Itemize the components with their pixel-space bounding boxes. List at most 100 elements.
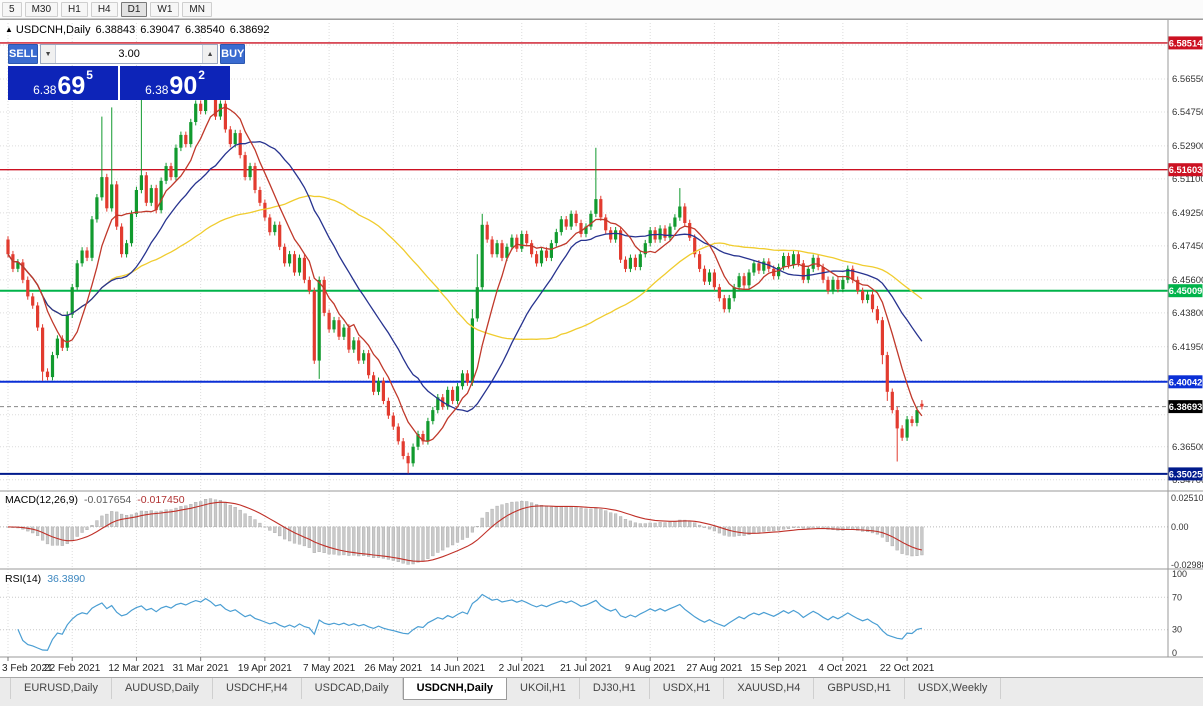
- candle-body: [139, 175, 143, 190]
- rsi-panel: [0, 593, 1168, 651]
- macd-histogram-bar: [757, 526, 761, 533]
- tab-usdcnh-daily[interactable]: USDCNH,Daily: [402, 678, 508, 700]
- timeframe-m5[interactable]: 5: [2, 1, 22, 17]
- candle-body: [806, 268, 810, 280]
- macd-histogram-bar: [179, 506, 183, 528]
- macd-histogram-bar: [638, 523, 642, 528]
- price-tick: 6.49250: [1172, 208, 1203, 219]
- macd-value-signal: -0.017450: [137, 494, 185, 506]
- candle-body: [352, 340, 356, 350]
- collapse-icon[interactable]: ▲: [5, 25, 13, 34]
- tab-gbpusd-h1[interactable]: GBPUSD,H1: [814, 678, 905, 699]
- macd-histogram-bar: [579, 507, 583, 527]
- macd-histogram-bar: [337, 526, 341, 556]
- timeframe-mn[interactable]: MN: [182, 1, 212, 17]
- macd-histogram-bar: [352, 526, 356, 556]
- candle-body: [643, 243, 647, 255]
- candle-body: [604, 217, 608, 231]
- tab-xauusd-h4[interactable]: XAUUSD,H4: [724, 678, 815, 699]
- macd-histogram-bar: [920, 526, 924, 556]
- candle-body: [144, 175, 148, 203]
- tab-usdx-h1[interactable]: USDX,H1: [649, 678, 725, 699]
- macd-histogram-bar: [317, 526, 321, 552]
- ma-line-8: [7, 106, 923, 442]
- volume-increase-icon[interactable]: ▲: [202, 45, 218, 63]
- candle-body: [549, 243, 553, 258]
- volume-input[interactable]: [56, 45, 203, 63]
- date-label: 2 Jul 2021: [499, 663, 546, 674]
- macd-panel: [0, 498, 1168, 565]
- macd-histogram-bar: [915, 526, 919, 556]
- macd-histogram-bar: [278, 526, 282, 537]
- candle-body: [880, 320, 884, 356]
- tab-dj30-h1[interactable]: DJ30,H1: [579, 678, 650, 699]
- timeframe-d1[interactable]: D1: [120, 1, 148, 17]
- timeframe-h1[interactable]: H1: [61, 1, 88, 17]
- ask-quote[interactable]: 6.38 90 2: [120, 66, 230, 100]
- svg-text:0.02510: 0.02510: [1171, 493, 1203, 503]
- macd-histogram-bar: [772, 526, 776, 532]
- macd-histogram-bar: [312, 526, 316, 553]
- volume-decrease-icon[interactable]: ▼: [41, 45, 57, 63]
- candle-body: [836, 279, 840, 290]
- candle-body: [125, 243, 129, 255]
- date-label: 7 May 2021: [303, 663, 356, 674]
- macd-histogram-bar: [426, 526, 430, 559]
- grid-lines: [0, 23, 1168, 654]
- tab-ukoil-h1[interactable]: UKOil,H1: [507, 678, 580, 699]
- candle-body: [564, 219, 568, 227]
- tab-usdx-weekly[interactable]: USDX,Weekly: [904, 678, 1002, 699]
- macd-histogram-bar: [554, 506, 558, 528]
- macd-histogram-bar: [436, 526, 440, 553]
- candle-body: [663, 228, 667, 238]
- chart-canvas[interactable]: 6.56550 6.54750 6.52900 6.51100 6.49250 6.474…: [0, 20, 1203, 678]
- candle-body: [115, 184, 119, 227]
- macd-histogram-bar: [327, 526, 331, 555]
- macd-histogram-bar: [811, 526, 815, 528]
- candle-body: [233, 133, 237, 145]
- macd-histogram-bar: [495, 505, 499, 528]
- candle-body: [777, 267, 781, 277]
- macd-indicator-label: MACD(12,26,9) -0.017654 -0.017450: [5, 494, 191, 506]
- date-label: 31 Mar 2021: [173, 663, 230, 674]
- macd-histogram-bar: [199, 501, 203, 528]
- tab-usdcad-daily[interactable]: USDCAD,Daily: [301, 678, 403, 699]
- svg-text:100: 100: [1172, 569, 1187, 579]
- price-tick: 6.45600: [1172, 275, 1203, 286]
- candle-body: [816, 257, 820, 267]
- macd-histogram-bar: [569, 506, 573, 528]
- candle-body: [900, 428, 904, 438]
- macd-histogram-bar: [727, 526, 731, 537]
- sell-button[interactable]: SELL: [8, 44, 39, 64]
- candle-body: [683, 206, 687, 223]
- bid-quote[interactable]: 6.38 69 5: [8, 66, 118, 100]
- candle-body: [485, 224, 489, 240]
- macd-histogram-bar: [283, 526, 287, 540]
- candle-body: [218, 103, 222, 117]
- macd-histogram-bar: [411, 526, 415, 565]
- candle-body: [45, 371, 50, 378]
- macd-histogram-bar: [544, 506, 549, 528]
- macd-histogram-bar: [174, 507, 178, 528]
- tab-usdchf-h4[interactable]: USDCHF,H4: [212, 678, 302, 699]
- macd-histogram-bar: [801, 526, 805, 529]
- candle-body: [317, 279, 321, 361]
- macd-histogram-bar: [124, 515, 129, 528]
- timeframe-h4[interactable]: H4: [90, 1, 118, 17]
- timeframe-m30[interactable]: M30: [24, 1, 59, 17]
- candle-body: [164, 166, 168, 181]
- macd-histogram-bar: [480, 517, 484, 528]
- timeframe-w1[interactable]: W1: [150, 1, 180, 17]
- buy-button[interactable]: BUY: [220, 44, 246, 64]
- tab-eurusd-daily[interactable]: EURUSD,Daily: [10, 678, 112, 699]
- tab-audusd-daily[interactable]: AUDUSD,Daily: [111, 678, 213, 699]
- candle-body: [559, 219, 563, 233]
- macd-histogram-bar: [500, 504, 504, 528]
- candle-body: [213, 92, 218, 117]
- candle-body: [717, 287, 721, 299]
- candle-body: [283, 246, 287, 264]
- macd-histogram-bar: [856, 526, 860, 531]
- macd-histogram-bar: [421, 526, 425, 562]
- macd-histogram-bar: [372, 526, 376, 558]
